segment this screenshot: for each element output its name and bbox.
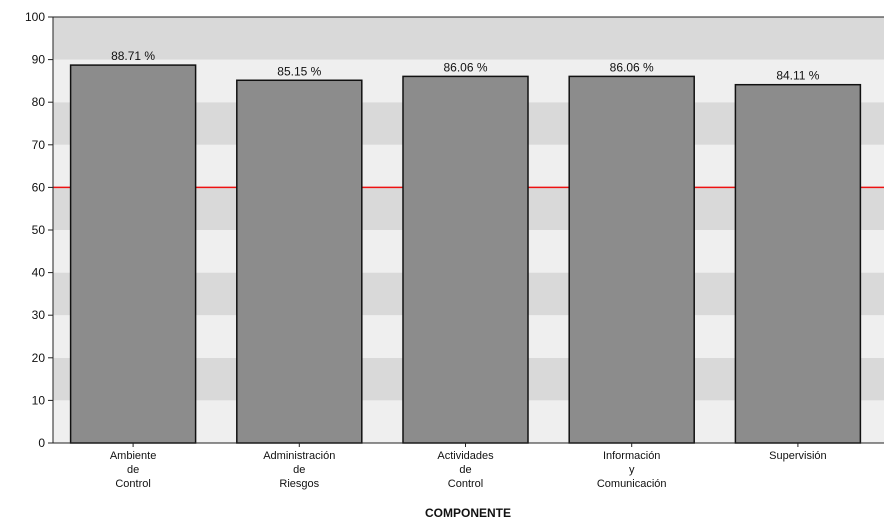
y-tick-label: 60	[32, 180, 46, 194]
bar-data-label: 86.06 %	[610, 60, 654, 74]
y-tick-label: 100	[25, 10, 45, 24]
bar	[69, 64, 197, 444]
bars-group: 88.71 % 85.15 % 86.06 % 86.06 % 84.11 %	[69, 49, 862, 444]
x-tick-label: Administración de Riesgos	[263, 450, 335, 490]
x-axis-title: COMPONENTE	[425, 506, 511, 520]
x-tick-label: Supervisión	[769, 450, 826, 462]
y-ticks-group: 0 10 20 30 40 50 60 70 80 90 100	[25, 10, 53, 450]
bar-data-label: 84.11 %	[776, 69, 819, 83]
bar	[568, 75, 695, 444]
x-tick-label: Ambiente de Control	[110, 450, 156, 490]
x-labels-group: Ambiente de Control Administración de Riesgos…	[110, 443, 827, 490]
y-tick-label: 0	[38, 436, 45, 450]
bar	[734, 83, 862, 444]
y-tick-label: 70	[32, 138, 46, 152]
bar-data-label: 86.06 %	[443, 60, 487, 74]
y-tick-label: 10	[32, 393, 46, 407]
bar	[402, 75, 529, 444]
y-tick-label: 50	[32, 223, 46, 237]
y-tick-label: 80	[32, 95, 46, 109]
y-tick-label: 30	[32, 308, 46, 322]
bar-data-label: 88.71 %	[111, 49, 155, 63]
y-tick-label: 90	[32, 53, 46, 67]
bar-data-label: 85.15 %	[277, 64, 321, 78]
x-tick-label: Información y Comunicación	[597, 450, 667, 490]
y-tick-label: 20	[32, 351, 46, 365]
x-tick-label: Actividades de Control	[437, 450, 494, 490]
background-band	[53, 17, 884, 60]
bar	[236, 79, 363, 444]
y-tick-label: 40	[32, 266, 46, 280]
